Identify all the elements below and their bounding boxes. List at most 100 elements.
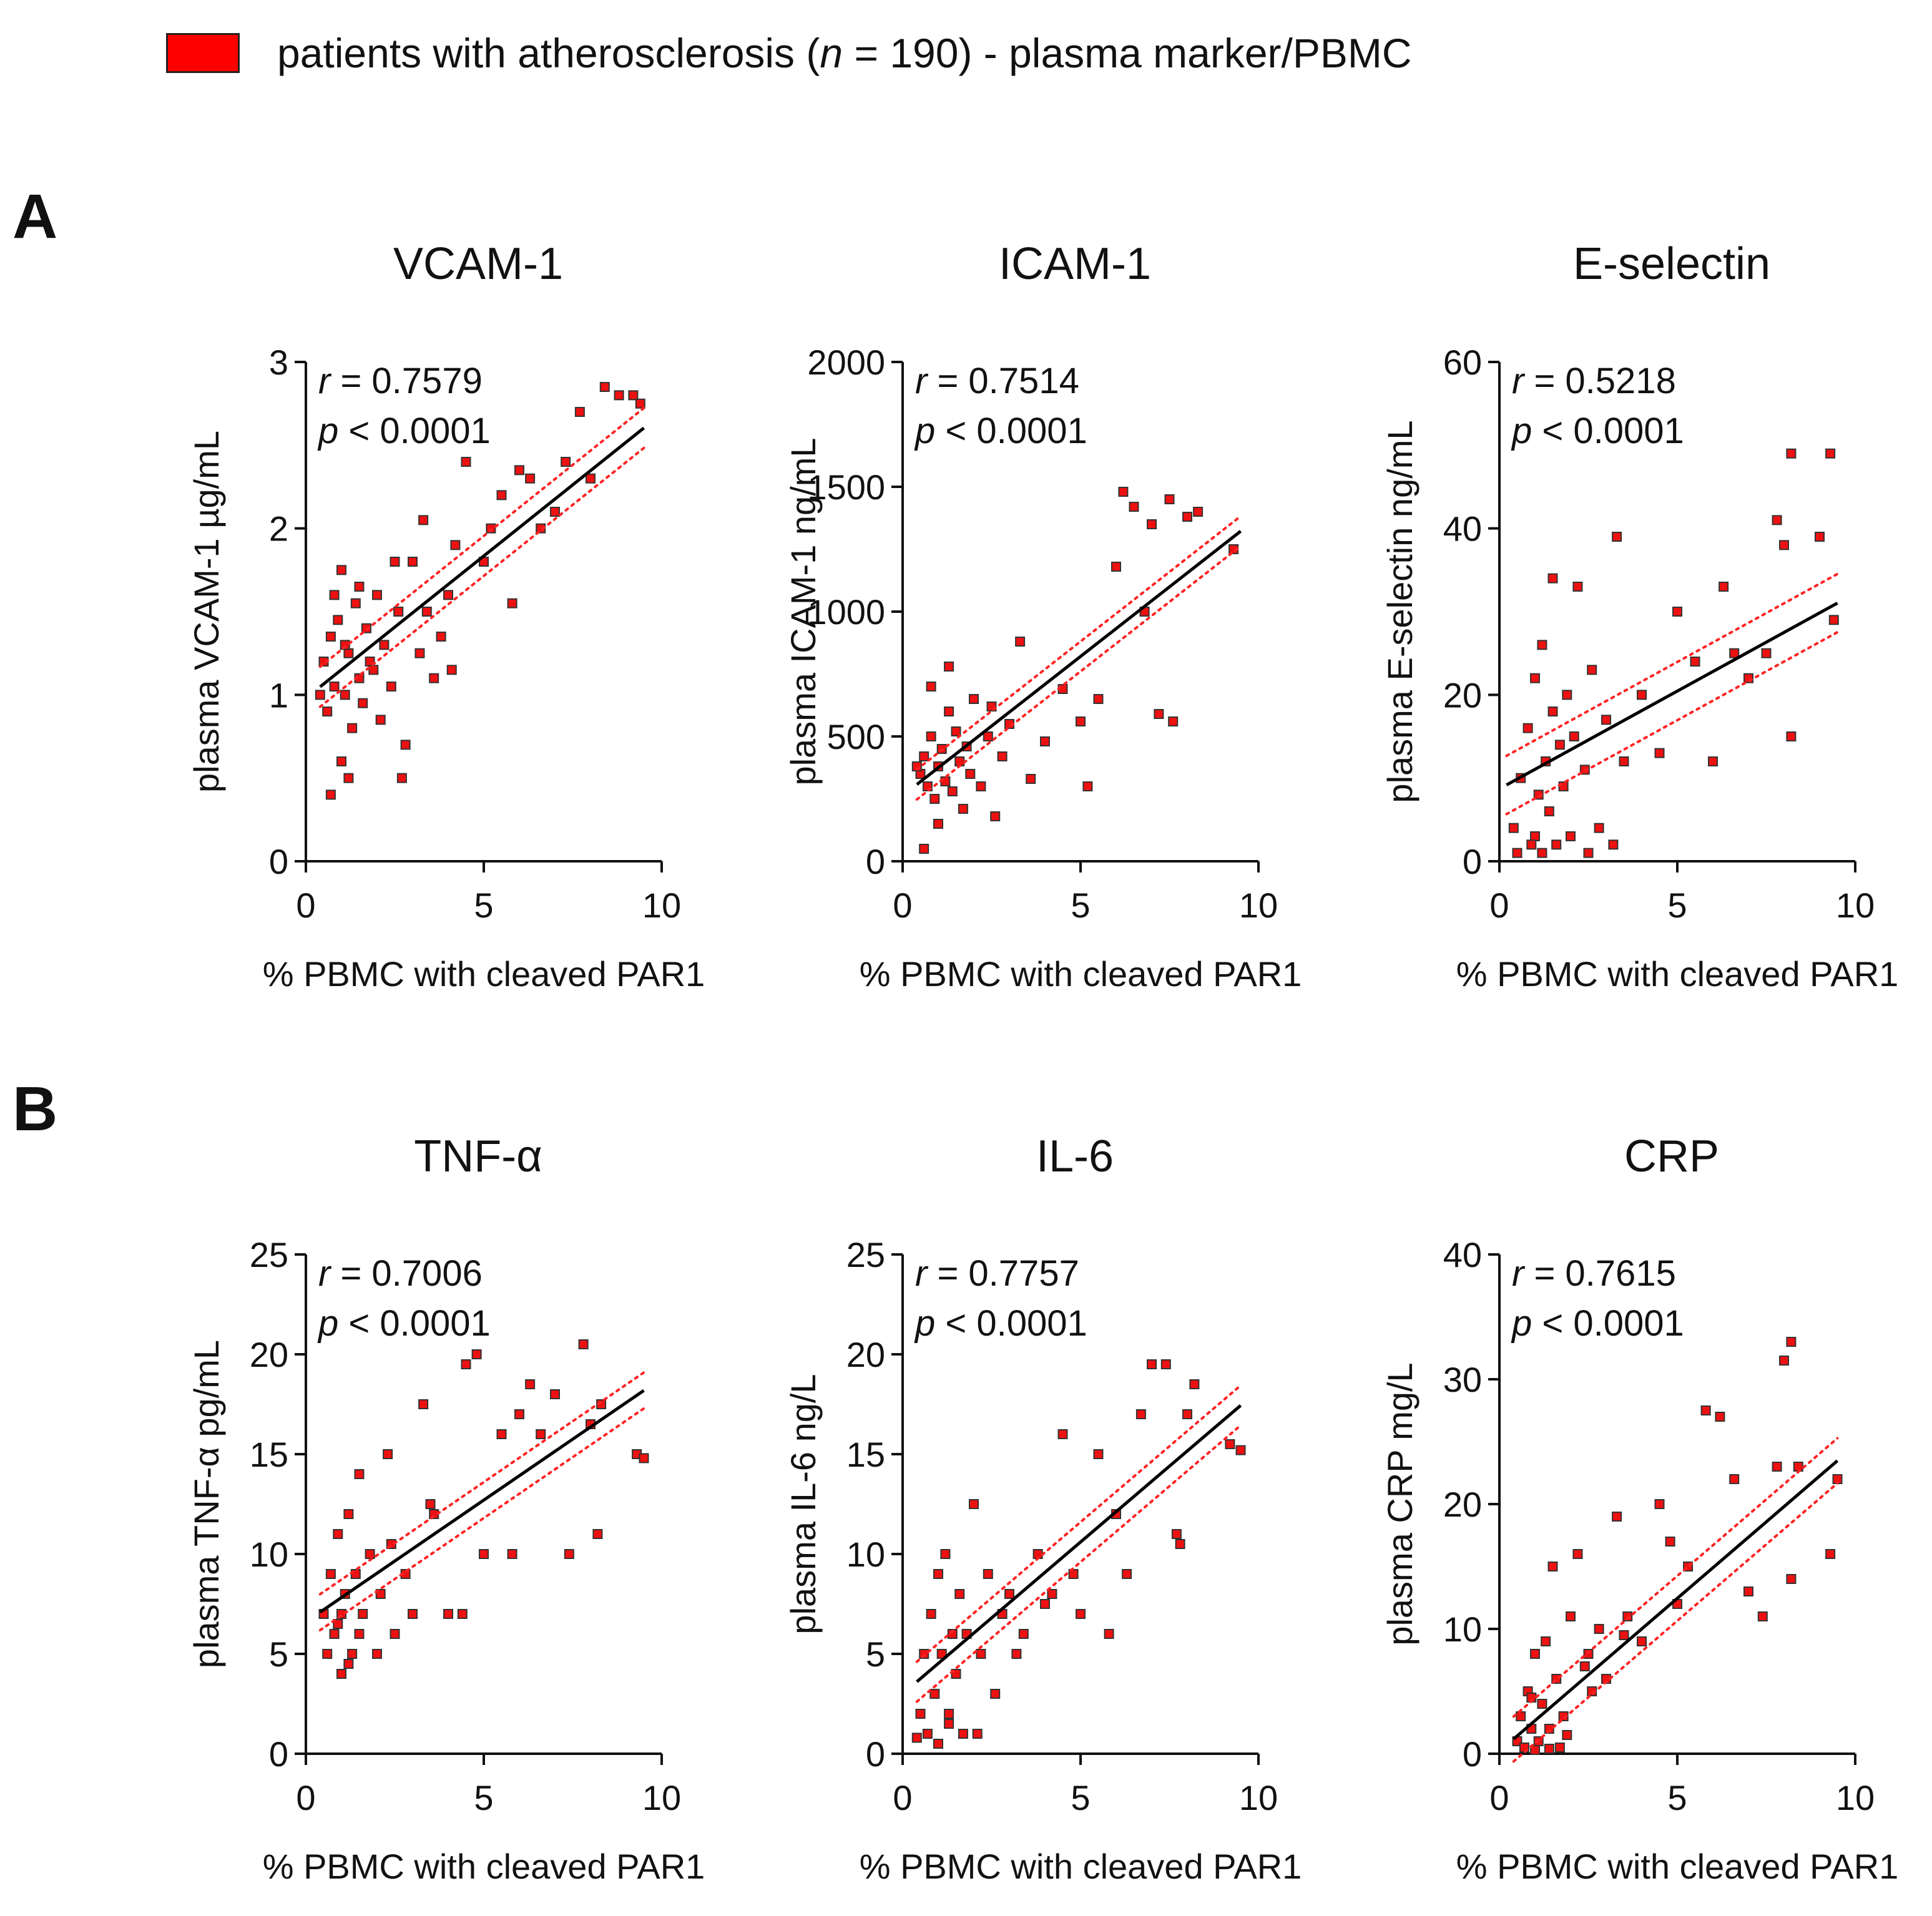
data-point [1508,823,1519,833]
data-point [1562,1730,1572,1740]
regression-line [1513,1459,1839,1741]
p-value-label: p < 0.0001 [1511,1303,1684,1344]
data-point [390,557,400,567]
data-point [418,1399,429,1409]
y-tick-label: 25 [250,1235,288,1274]
data-point [1082,781,1093,791]
data-point [976,781,986,791]
data-point [954,756,965,766]
data-point [929,794,940,804]
data-point [922,1729,933,1739]
x-axis-label: % PBMC with cleaved PAR1 [1456,1847,1899,1886]
x-tick-label: 10 [1836,1778,1875,1817]
data-point [461,1359,471,1369]
data-point [1544,1724,1554,1734]
data-point [386,682,396,692]
x-tick-label: 10 [1239,886,1278,925]
y-axis-label: plasma VCAM-1 µg/mL [187,431,226,793]
chart-tnfa: 0 5 10 15 20 25 0 5 10 % PBMC with cleaved PAR1 pl… [187,1235,705,1886]
data-point [1182,512,1192,522]
x-tick-label: 10 [1239,1778,1278,1817]
data-point [1171,1529,1182,1539]
data-point [1147,519,1157,529]
data-point [390,1629,400,1639]
y-axis-label: plasma TNF-α pg/mL [187,1340,226,1668]
data-point [1154,709,1164,719]
data-point [358,1609,368,1619]
data-point [965,769,976,779]
y-tick-label: 10 [250,1535,288,1574]
data-point [343,773,354,783]
data-point [1541,1636,1551,1646]
data-point [639,1453,649,1464]
data-point [1637,1636,1647,1646]
p-number: < 0.0001 [935,411,1087,451]
panel-letter-b: B [12,1074,58,1144]
data-point [1637,690,1647,700]
y-tick-label: 0 [269,842,288,881]
data-point [400,740,411,750]
data-point [343,648,354,658]
r-symbol: r [318,361,332,401]
data-point [933,819,943,829]
data-point [990,1689,1001,1699]
data-point [997,751,1008,761]
data-point [514,465,524,476]
data-point [525,1379,536,1389]
ci-upper-line [915,515,1242,771]
p-symbol: p [317,1303,338,1344]
y-tick-label: 0 [1463,842,1482,881]
chart-icam1: 0 500 1000 1500 2000 0 5 10 % PBMC with cleaved … [783,343,1302,994]
data-point [329,1629,340,1639]
data-point [926,1609,936,1619]
data-point [561,457,571,467]
data-point [1786,1337,1797,1347]
chart-title-eselectin: E-selectin [1572,239,1771,289]
data-point [1526,839,1537,850]
r-value-label: r = 0.7006 [318,1253,483,1294]
data-point [1743,1586,1753,1596]
data-point [1512,848,1523,858]
x-tick-label: 0 [1489,1778,1509,1817]
x-tick-label: 0 [296,886,315,925]
data-point [1715,1412,1725,1422]
chart-title-il6: IL-6 [1036,1132,1114,1181]
x-tick-label: 10 [642,886,681,925]
data-point [1786,731,1797,741]
p-value-label: p < 0.0001 [914,411,1087,451]
data-point [1104,1629,1114,1639]
y-tick-label: 10 [846,1535,885,1574]
data-point [1587,665,1597,675]
data-point [1594,1624,1604,1634]
data-point [919,844,929,854]
data-point [911,1733,922,1743]
data-point [1533,789,1544,800]
data-point [1572,1549,1583,1559]
data-point [1076,716,1086,726]
ci-lower-line [318,446,645,708]
data-point [926,682,936,692]
r-number: = 0.7006 [330,1253,483,1294]
data-point [343,1659,354,1669]
x-tick-label: 5 [1071,1778,1090,1817]
data-point [926,731,936,741]
legend-swatch [166,33,240,73]
data-point [1516,1711,1526,1721]
y-axis-label: plasma CRP mg/L [1380,1362,1420,1645]
x-tick-label: 0 [296,1778,315,1817]
data-point [1537,640,1547,650]
data-point [933,1569,943,1579]
data-point [1111,562,1121,572]
data-point [1011,1649,1022,1659]
data-point [1530,1745,1540,1755]
y-tick-label: 0 [1463,1734,1482,1774]
data-point [347,1649,358,1659]
data-point [383,1449,393,1459]
p-value-label: p < 0.0001 [317,411,491,451]
x-tick-label: 0 [1489,886,1509,925]
data-point [354,1629,365,1639]
data-point [418,515,429,525]
data-point [1672,607,1682,617]
data-point [1622,1611,1633,1621]
data-point [1583,848,1594,858]
